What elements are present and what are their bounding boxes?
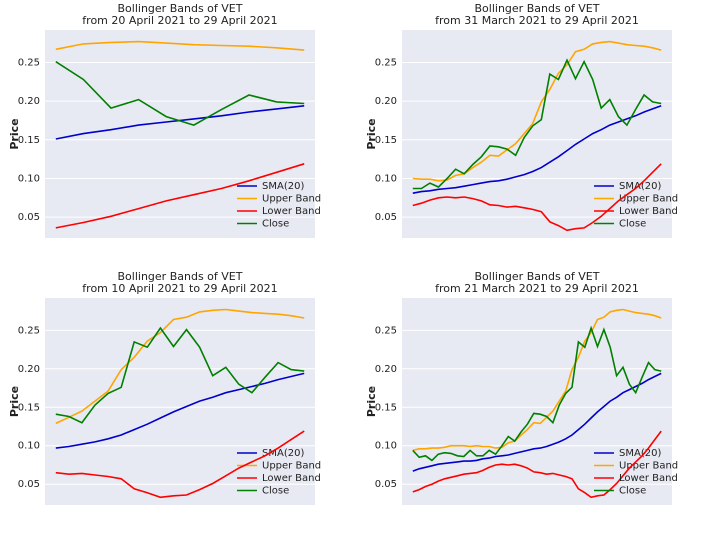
y-tick-label: 0.15: [18, 402, 40, 413]
y-tick-label: 0.05: [18, 479, 40, 490]
legend-label: SMA(20): [619, 181, 661, 192]
y-tick-label: 0.20: [18, 364, 40, 375]
y-tick-label: 0.10: [18, 441, 40, 452]
y-tick-label: 0.10: [375, 173, 397, 184]
legend-label: SMA(20): [262, 181, 304, 192]
series-line: [55, 163, 305, 229]
legend-label: Upper Band: [262, 461, 321, 472]
legend-label: Upper Band: [262, 194, 321, 205]
plot-area: [45, 298, 315, 505]
y-tick-label: 0.20: [18, 96, 40, 107]
series-line: [412, 105, 662, 194]
y-tick-label: 0.15: [18, 135, 40, 146]
series-line: [412, 58, 662, 190]
y-tick-label: 0.20: [375, 364, 397, 375]
series-line: [412, 163, 662, 232]
y-tick-label: 0.15: [375, 402, 397, 413]
y-tick-label: 0.20: [375, 96, 397, 107]
series-line: [412, 308, 662, 452]
legend-label: Close: [619, 486, 646, 497]
y-tick-label: 0.25: [375, 325, 397, 336]
legend-label: Close: [262, 219, 289, 230]
series-line: [55, 308, 305, 425]
series-line: [55, 326, 305, 424]
series-line: [412, 325, 662, 462]
series-line: [55, 61, 305, 126]
legend-label: Close: [262, 486, 289, 497]
y-tick-label: 0.10: [18, 173, 40, 184]
legend-label: SMA(20): [619, 448, 661, 459]
chart-subtitle: from 31 March 2021 to 29 April 2021: [435, 14, 639, 27]
series-line: [55, 430, 305, 499]
y-axis-label: Price: [8, 118, 21, 149]
plot-area: [402, 30, 672, 238]
y-tick-label: 0.25: [18, 325, 40, 336]
chart-title: Bollinger Bands of VET: [475, 2, 600, 15]
legend-label: Lower Band: [619, 473, 678, 484]
series-line: [412, 40, 662, 182]
legend-label: Close: [619, 219, 646, 230]
y-axis-label: Price: [365, 118, 378, 149]
y-tick-label: 0.15: [375, 135, 397, 146]
y-tick-label: 0.05: [18, 212, 40, 223]
legend-label: Lower Band: [619, 206, 678, 217]
chart-subtitle: from 21 March 2021 to 29 April 2021: [435, 282, 639, 295]
y-axis-label: Price: [365, 386, 378, 417]
y-tick-label: 0.05: [375, 479, 397, 490]
series-line: [412, 430, 662, 499]
chart-subtitle: from 20 April 2021 to 29 April 2021: [82, 14, 277, 27]
series-line: [55, 40, 305, 51]
y-tick-label: 0.05: [375, 212, 397, 223]
chart-title: Bollinger Bands of VET: [118, 2, 243, 15]
legend-label: Lower Band: [262, 206, 321, 217]
legend-label: Upper Band: [619, 461, 678, 472]
series-line: [55, 372, 305, 449]
chart-title: Bollinger Bands of VET: [475, 270, 600, 283]
y-tick-label: 0.25: [375, 57, 397, 68]
y-tick-label: 0.25: [18, 57, 40, 68]
legend-label: SMA(20): [262, 448, 304, 459]
chart-title: Bollinger Bands of VET: [118, 270, 243, 283]
legend-label: Lower Band: [262, 473, 321, 484]
legend-label: Upper Band: [619, 194, 678, 205]
y-axis-label: Price: [8, 386, 21, 417]
series-line: [412, 372, 662, 472]
y-tick-label: 0.10: [375, 441, 397, 452]
chart-subtitle: from 10 April 2021 to 29 April 2021: [82, 282, 277, 295]
plot-area: [45, 30, 315, 238]
